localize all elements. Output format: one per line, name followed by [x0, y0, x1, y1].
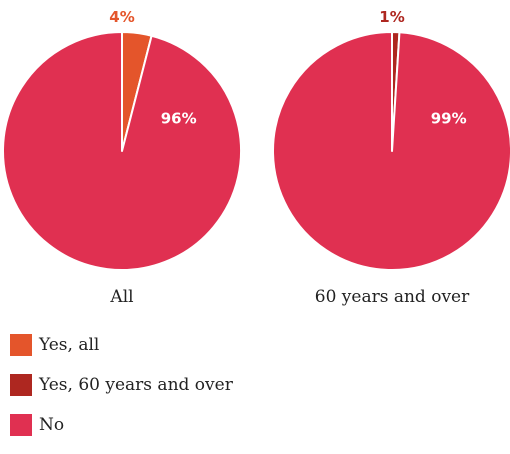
- pie-value-label-all-yes-all: 4%: [109, 8, 134, 26]
- legend-swatch-yes-all: [10, 334, 32, 356]
- pie-caption-all: All: [109, 287, 133, 307]
- pie-slice-all-no: [2, 31, 242, 271]
- pie-value-label-all-no: 96%: [161, 109, 197, 127]
- pie-slice-60-years-and-over-no: [272, 31, 510, 271]
- pie-value-label-60-years-and-over-yes-60-years-and-over: 1%: [379, 8, 404, 26]
- legend-item-no: No: [10, 414, 233, 436]
- legend-label-no: No: [39, 415, 65, 435]
- legend-label-yes-60: Yes, 60 years and over: [39, 375, 233, 395]
- pie-caption-60-years-and-over: 60 years and over: [315, 287, 470, 307]
- legend-label-yes-all: Yes, all: [39, 335, 100, 355]
- pie-chart-60-and-over: 1% 99% 60 years and over: [272, 8, 510, 307]
- pie-charts: 4% 96% All 1% 99% 60 years and over: [2, 8, 510, 307]
- pie-value-label-60-years-and-over-no: 99%: [431, 109, 467, 127]
- pie-chart-all: 4% 96% All: [2, 8, 242, 307]
- legend-swatch-no: [10, 414, 32, 436]
- legend-swatch-yes-60: [10, 374, 32, 396]
- legend: Yes, all Yes, 60 years and over No: [10, 334, 233, 454]
- legend-item-yes-all: Yes, all: [10, 334, 233, 356]
- legend-item-yes-60: Yes, 60 years and over: [10, 374, 233, 396]
